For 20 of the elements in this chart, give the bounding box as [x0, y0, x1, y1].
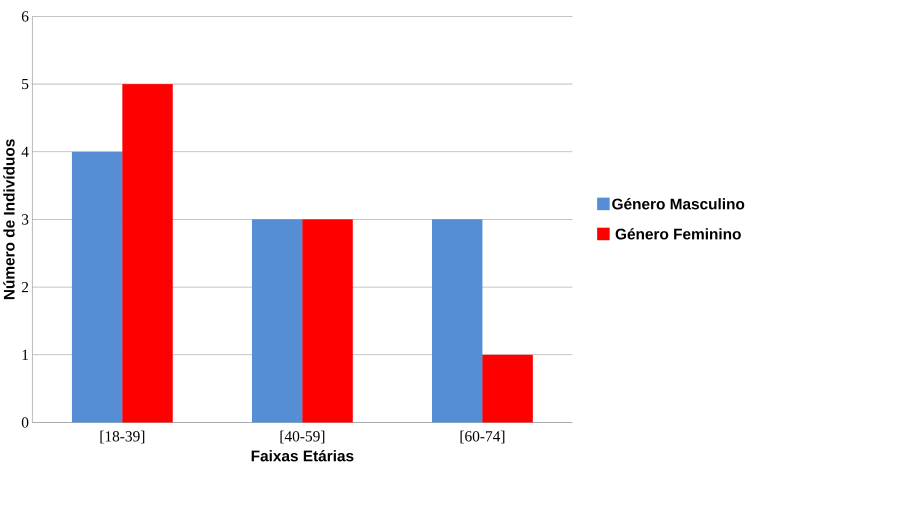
y-tick-label: 6: [22, 11, 28, 22]
bar: [482, 354, 533, 422]
y-axis-title: Número de Indivíduos: [3, 139, 15, 300]
bar: [122, 84, 173, 422]
y-tick-label: 0: [22, 417, 28, 428]
y-tick-label: 1: [22, 350, 28, 360]
y-tick-label: 2: [22, 282, 28, 292]
bar: [72, 152, 122, 422]
x-tick-label: [18-39]: [100, 430, 144, 444]
legend-label: Género Masculino: [612, 198, 744, 210]
bar: [302, 219, 353, 422]
legend-label: Género Feminino: [616, 228, 741, 240]
x-axis-title: Faixas Etárias: [252, 450, 354, 462]
y-tick-label: 4: [22, 146, 29, 157]
bar: [252, 219, 302, 422]
x-tick-label: [60-74]: [460, 430, 504, 444]
y-tick-label: 3: [22, 214, 28, 224]
x-tick-label: [40-59]: [280, 430, 324, 444]
y-tick-label: 5: [22, 78, 28, 90]
bar: [432, 219, 482, 422]
